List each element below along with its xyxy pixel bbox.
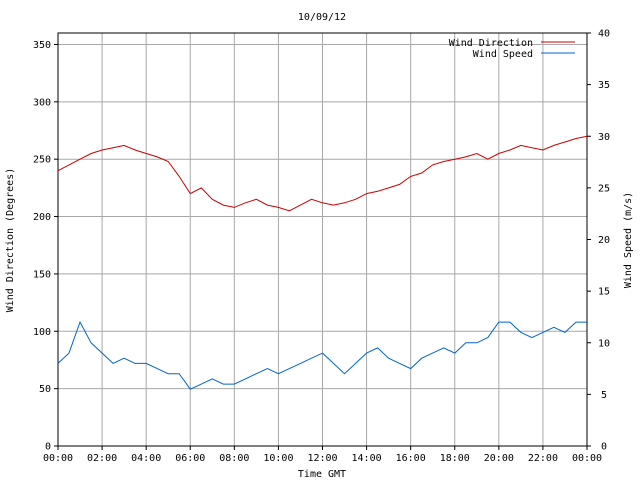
y-tick-label-left: 50 <box>39 384 51 395</box>
x-tick-label: 06:00 <box>175 453 205 464</box>
left-axis: 0 50 100 150 200 250 300 350 <box>33 40 58 453</box>
y-tick-label-left: 250 <box>33 155 51 166</box>
legend-label-wind-speed: Wind Speed <box>473 49 533 60</box>
x-tick-label: 18:00 <box>440 453 470 464</box>
series-line-wind-speed <box>57 320 587 390</box>
y-tick-label-right: 20 <box>598 235 610 246</box>
y-tick-label-right: 30 <box>598 132 610 143</box>
y-tick-label-left: 350 <box>33 40 51 51</box>
y-tick-label-left: 300 <box>33 97 51 108</box>
x-tick-label: 02:00 <box>87 453 117 464</box>
y-tick-label-left: 200 <box>33 212 51 223</box>
x-tick-label: 22:00 <box>528 453 558 464</box>
x-tick-label: 08:00 <box>219 453 249 464</box>
series-line-wind-direction <box>57 135 588 212</box>
x-tick-label: 00:00 <box>572 453 602 464</box>
y-tick-label-left: 100 <box>33 327 51 338</box>
x-axis: 00:00 02:00 04:00 06:00 08:00 10:00 12:00 14:00… <box>43 446 602 464</box>
x-tick-label: 14:00 <box>352 453 382 464</box>
grid-lines <box>57 33 588 447</box>
y-tick-label-right: 10 <box>598 338 610 349</box>
x-tick-label: 16:00 <box>396 453 426 464</box>
x-tick-label: 20:00 <box>484 453 514 464</box>
x-tick-label: 12:00 <box>307 453 337 464</box>
x-tick-label: 04:00 <box>131 453 161 464</box>
y-axis-label-left: Wind Direction (Degrees) <box>5 168 16 313</box>
x-tick-label: 10:00 <box>263 453 293 464</box>
y-tick-label-right: 25 <box>598 183 610 194</box>
y-tick-label-left: 0 <box>45 442 51 453</box>
right-axis: 0 5 10 15 20 25 30 35 40 <box>587 29 610 453</box>
y-tick-label-right: 35 <box>598 80 610 91</box>
y-tick-label-right: 5 <box>601 390 607 401</box>
x-axis-label: Time GMT <box>298 469 346 480</box>
y-axis-label-right: Wind Speed (m/s) <box>623 192 634 288</box>
y-tick-label-right: 0 <box>601 442 607 453</box>
y-tick-label-left: 150 <box>33 269 51 280</box>
y-tick-label-right: 15 <box>598 287 610 298</box>
chart-title: 10/09/12 <box>298 12 346 23</box>
series-layer <box>57 135 588 390</box>
legend: Wind Direction Wind Speed <box>449 38 575 60</box>
x-tick-label: 00:00 <box>43 453 73 464</box>
y-tick-label-right: 40 <box>598 29 610 40</box>
legend-label-wind-direction: Wind Direction <box>449 38 533 49</box>
